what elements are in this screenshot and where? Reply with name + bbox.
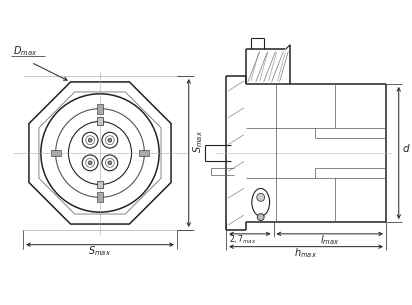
Bar bbox=[51, 150, 61, 156]
Text: $\mathit{S}_{max}$: $\mathit{S}_{max}$ bbox=[88, 245, 111, 258]
Text: $\mathit{S}_{max}$: $\mathit{S}_{max}$ bbox=[192, 130, 206, 153]
Text: $\mathit{l}_{max}$: $\mathit{l}_{max}$ bbox=[320, 233, 339, 246]
Bar bbox=[97, 104, 103, 113]
Text: $\mathit{d}$: $\mathit{d}$ bbox=[402, 142, 410, 154]
Circle shape bbox=[88, 138, 92, 142]
Text: $\mathit{h}_{max}$: $\mathit{h}_{max}$ bbox=[294, 246, 317, 260]
Text: $\mathit{D}_{max}$: $\mathit{D}_{max}$ bbox=[13, 45, 37, 58]
Bar bbox=[97, 181, 103, 188]
Circle shape bbox=[108, 161, 112, 165]
Circle shape bbox=[108, 138, 112, 142]
Text: $2,7_{max}$: $2,7_{max}$ bbox=[229, 234, 257, 246]
Bar bbox=[97, 192, 103, 202]
Circle shape bbox=[257, 193, 265, 201]
Circle shape bbox=[88, 161, 92, 165]
Bar bbox=[97, 117, 103, 125]
Bar bbox=[139, 150, 149, 156]
Circle shape bbox=[257, 214, 264, 221]
